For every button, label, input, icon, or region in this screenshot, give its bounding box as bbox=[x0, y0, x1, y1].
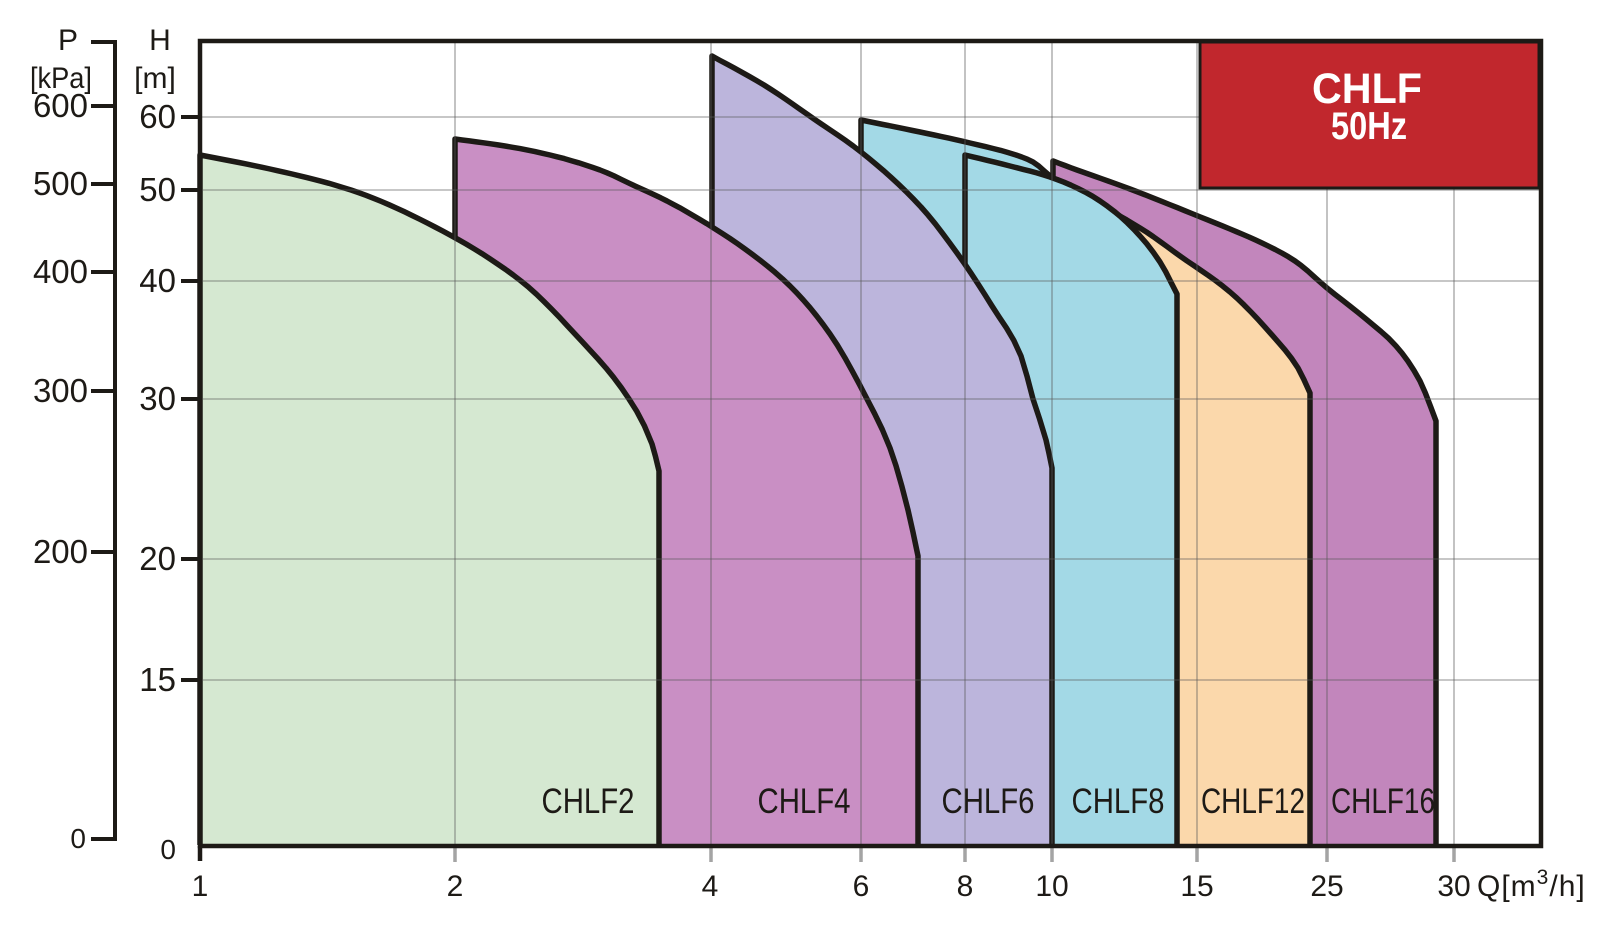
svg-text:[kPa]: [kPa] bbox=[30, 62, 92, 95]
svg-text:CHLF12: CHLF12 bbox=[1201, 782, 1305, 821]
svg-text:8: 8 bbox=[957, 870, 974, 903]
svg-text:6: 6 bbox=[853, 870, 870, 903]
svg-text:P: P bbox=[58, 24, 78, 57]
svg-text:CHLF8: CHLF8 bbox=[1072, 782, 1165, 821]
svg-text:400: 400 bbox=[33, 253, 88, 290]
svg-text:2: 2 bbox=[447, 870, 464, 903]
svg-text:10: 10 bbox=[1035, 870, 1068, 903]
svg-text:20: 20 bbox=[139, 540, 176, 577]
svg-text:[m]: [m] bbox=[134, 62, 176, 95]
svg-text:CHLF4: CHLF4 bbox=[758, 782, 851, 821]
svg-text:CHLF16: CHLF16 bbox=[1331, 782, 1435, 821]
svg-text:300: 300 bbox=[33, 372, 88, 409]
svg-text:500: 500 bbox=[33, 165, 88, 202]
svg-text:25: 25 bbox=[1310, 870, 1343, 903]
svg-text:30: 30 bbox=[1437, 870, 1470, 903]
svg-text:15: 15 bbox=[139, 661, 176, 698]
svg-text:1: 1 bbox=[192, 870, 209, 903]
svg-text:0: 0 bbox=[160, 834, 176, 865]
svg-text:30: 30 bbox=[139, 380, 176, 417]
svg-text:15: 15 bbox=[1180, 870, 1213, 903]
svg-text:50: 50 bbox=[139, 171, 176, 208]
svg-text:CHLF: CHLF bbox=[1312, 65, 1422, 113]
svg-text:200: 200 bbox=[33, 533, 88, 570]
svg-text:40: 40 bbox=[139, 262, 176, 299]
svg-text:60: 60 bbox=[139, 98, 176, 135]
svg-text:0: 0 bbox=[70, 823, 86, 854]
svg-text:600: 600 bbox=[33, 87, 88, 124]
svg-text:H: H bbox=[149, 24, 171, 57]
svg-text:Q[m3/h]: Q[m3/h] bbox=[1477, 866, 1586, 903]
svg-text:50Hz: 50Hz bbox=[1331, 105, 1407, 148]
svg-text:4: 4 bbox=[702, 870, 719, 903]
svg-text:CHLF6: CHLF6 bbox=[942, 782, 1035, 821]
svg-text:CHLF2: CHLF2 bbox=[542, 782, 635, 821]
